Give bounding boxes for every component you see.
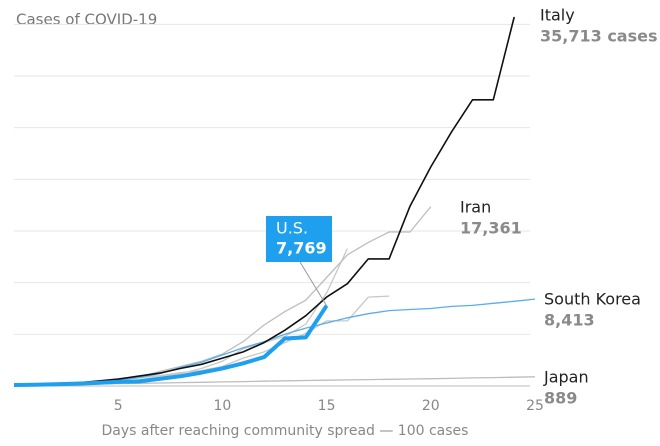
series-line: [13, 16, 515, 386]
value-label: 17,361: [460, 219, 522, 238]
series-line: [13, 298, 536, 386]
value-label: 35,713 cases: [540, 27, 658, 46]
x-tick-label: 5: [114, 398, 123, 414]
value-label: 889: [544, 389, 577, 408]
x-tick-label: 20: [422, 398, 440, 414]
series-line: [13, 304, 329, 387]
legend-label: South Korea: [544, 290, 641, 309]
series-line: [13, 248, 348, 386]
legend-label: U.S.: [276, 219, 308, 238]
legend-label: Japan: [543, 368, 589, 387]
legend-label: Iran: [460, 198, 491, 217]
x-tick-label: 15: [318, 398, 336, 414]
value-label: 8,413: [544, 311, 595, 330]
x-tick-label: 10: [213, 398, 231, 414]
x-tick-label: 25: [526, 398, 544, 414]
legend-label: Italy: [540, 6, 575, 25]
chart-title: Cases of COVID-19: [16, 11, 157, 29]
value-label: 7,769: [276, 239, 327, 258]
label-box: [266, 216, 332, 262]
x-axis-label: Days after reaching community spread — 1…: [102, 423, 469, 439]
label-leader: [299, 261, 328, 306]
